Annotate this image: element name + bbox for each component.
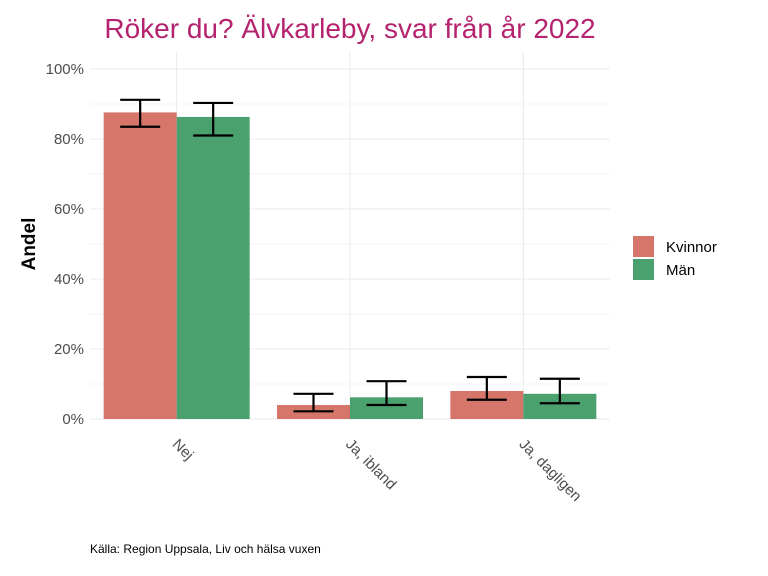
error-bars [120,98,580,413]
x-tick-label: Ja, ibland [342,436,399,493]
bars [103,112,597,420]
error-bar [539,377,580,405]
y-tick-label: 40% [54,271,84,288]
legend-label: Kvinnor [666,239,717,256]
y-tick-label: 80% [54,131,84,148]
chart-title: Röker du? Älvkarleby, svar från år 2022 [104,13,595,44]
y-axis-ticks: 0% 20% 40% 60% 80% 100% [46,61,84,428]
error-bar [366,380,407,407]
bar-Män-Ja, ibland [350,397,423,419]
bar-Män-Nej [176,116,250,419]
bar-Kvinnor-Nej [103,112,177,420]
x-tick-label: Ja, dagligen [516,436,585,505]
y-tick-label: 100% [46,61,84,78]
error-bar [120,98,161,128]
legend-key [633,236,654,257]
y-tick-label: 0% [62,411,84,428]
error-bar [466,375,507,401]
x-axis-ticks: Nej Ja, ibland Ja, dagligen [169,436,585,505]
caption: Källa: Region Uppsala, Liv och hälsa vux… [90,542,321,556]
y-tick-label: 20% [54,341,84,358]
legend: Kvinnor Män [633,236,717,280]
error-bar [193,101,234,137]
legend-label: Män [666,262,695,279]
y-tick-label: 60% [54,201,84,218]
error-bar [293,392,334,413]
y-axis-label: Andel [19,218,40,271]
legend-key [633,259,654,280]
x-tick-label: Nej [169,436,197,464]
